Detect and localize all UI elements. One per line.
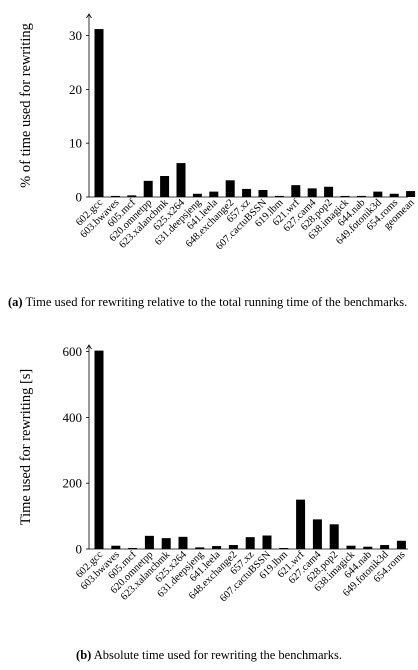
bar [340, 195, 350, 197]
caption-b-text: Absolute time used for rewriting the ben… [93, 648, 342, 662]
bar [245, 537, 255, 549]
bar [176, 163, 186, 197]
bar [396, 540, 406, 549]
caption-a: (a) Time used for rewriting relative to … [8, 294, 412, 310]
bar [110, 195, 120, 197]
bar [228, 545, 238, 549]
bar [346, 545, 356, 549]
y-axis-arrow [86, 344, 92, 350]
bar [262, 535, 272, 549]
caption-a-label: (a) [8, 295, 23, 309]
y-tick-label: 10 [69, 136, 82, 151]
y-tick-label: 200 [63, 476, 83, 491]
bar [144, 535, 154, 549]
bar [363, 546, 373, 549]
caption-b: (b) Absolute time used for rewriting the… [0, 647, 418, 663]
bar [291, 185, 301, 197]
bar [406, 191, 416, 197]
bar [242, 188, 252, 197]
bar [178, 536, 188, 549]
y-axis-label: % of time used for rewriting [18, 23, 34, 188]
bar [258, 190, 268, 197]
bar [329, 524, 339, 549]
bar [373, 191, 383, 197]
y-tick-label: 0 [76, 190, 83, 205]
bar [94, 350, 104, 549]
y-axis-arrow [86, 13, 92, 19]
caption-a-text: Time used for rewriting relative to the … [25, 295, 408, 309]
bar [127, 195, 137, 197]
bar [312, 519, 322, 549]
bar [212, 546, 222, 549]
bar [380, 545, 390, 549]
bar [307, 188, 317, 197]
bar [161, 538, 171, 549]
bar [111, 545, 121, 549]
y-tick-label: 0 [76, 542, 83, 557]
bar [356, 195, 366, 197]
y-tick-label: 600 [63, 344, 83, 359]
bar [274, 195, 284, 197]
bar [225, 180, 235, 197]
y-tick-label: 20 [69, 82, 82, 97]
caption-b-label: (b) [76, 648, 92, 662]
bar [94, 29, 104, 198]
bar [195, 547, 205, 549]
bar [192, 193, 202, 197]
bar [143, 180, 153, 197]
bar [389, 193, 399, 197]
bar [209, 191, 219, 197]
bar [324, 186, 334, 197]
y-tick-label: 30 [69, 28, 82, 43]
bar [296, 499, 306, 549]
y-tick-label: 400 [63, 410, 83, 425]
bar [160, 176, 170, 197]
y-axis-label: Time used for rewriting [s] [18, 369, 34, 526]
bar [279, 548, 289, 549]
bar [128, 548, 138, 549]
